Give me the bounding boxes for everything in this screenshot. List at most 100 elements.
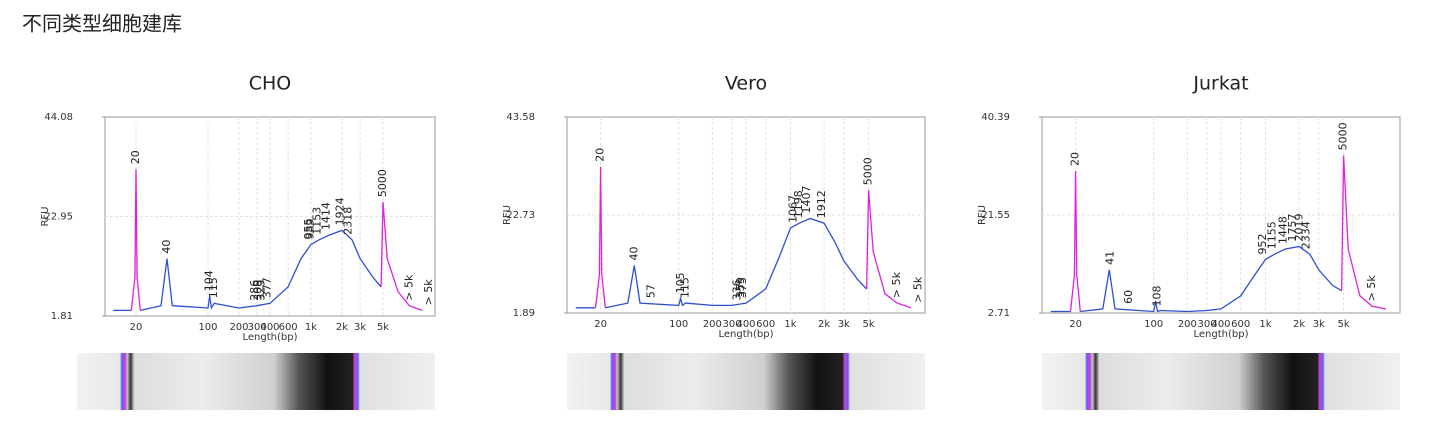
peak-label: 115	[207, 277, 220, 298]
gel-image	[1042, 353, 1400, 410]
x-tick-label: 300	[248, 322, 267, 333]
x-axis-label: Length(bp)	[719, 329, 774, 340]
chart-title: Vero	[725, 73, 767, 95]
peak-label: 1414	[320, 202, 333, 230]
peak-label: 2318	[342, 207, 355, 235]
peak-label: 1153	[310, 207, 323, 235]
x-tick-label: 400	[1211, 319, 1230, 330]
peak-label: 41	[1104, 251, 1117, 265]
peak-label: 108	[1151, 286, 1164, 307]
peak-label: 60	[1122, 290, 1135, 304]
trace-line	[1050, 245, 1342, 313]
x-tick-label: 2k	[1293, 319, 1305, 330]
x-tick-label: 100	[198, 322, 217, 333]
peak-label: 1198	[792, 190, 805, 218]
peak-label: > 5k	[890, 271, 903, 298]
peak-label: 1924	[333, 197, 346, 225]
x-tick-label: 200	[1178, 319, 1197, 330]
peak-label: 989	[304, 219, 317, 240]
trace-line	[575, 217, 868, 309]
x-tick-label: 20	[594, 319, 607, 330]
x-tick-label: 600	[1231, 319, 1250, 330]
x-tick-label: 400	[736, 319, 755, 330]
x-tick-label: 1k	[305, 322, 317, 333]
x-tick-label: 100	[1144, 319, 1163, 330]
x-tick-label: 5k	[1337, 319, 1349, 330]
y-tick-label: 22.73	[506, 210, 535, 221]
peak-label: 952	[1256, 234, 1269, 255]
x-axis-label: Length(bp)	[243, 332, 298, 343]
y-tick-label: 1.81	[51, 311, 73, 322]
peak-label: 1407	[800, 186, 813, 214]
y-axis-label: RFU	[502, 205, 513, 225]
peak-label: 1155	[1266, 221, 1279, 249]
peak-label: 1912	[815, 190, 828, 218]
gel-image	[567, 353, 925, 410]
peak-label: 20	[129, 150, 142, 164]
x-tick-label: 400	[260, 322, 279, 333]
x-tick-label: 3k	[354, 322, 366, 333]
trace-line	[594, 166, 912, 309]
peak-label: 1448	[1276, 216, 1289, 244]
page-title: 不同类型细胞建库	[22, 12, 182, 36]
y-tick-label: 40.39	[981, 112, 1010, 123]
x-tick-label: 2k	[818, 319, 830, 330]
peak-label: 105	[674, 272, 687, 293]
y-tick-label: 22.95	[44, 211, 73, 222]
x-tick-label: 1k	[784, 319, 796, 330]
peak-label: 2334	[1300, 221, 1313, 249]
x-tick-label: 200	[703, 319, 722, 330]
peak-label: 359	[734, 277, 747, 298]
x-tick-label: 1k	[1259, 319, 1271, 330]
peak-label: 377	[260, 277, 273, 298]
x-tick-label: 2k	[336, 322, 348, 333]
peak-label: 955	[302, 219, 315, 240]
x-tick-label: 200	[229, 322, 248, 333]
x-tick-label: 20	[130, 322, 143, 333]
peak-label: 375	[736, 277, 749, 298]
x-tick-label: 5k	[862, 319, 874, 330]
peak-label: 5000	[376, 169, 389, 197]
peak-label: 104	[203, 270, 216, 291]
x-tick-label: 5k	[377, 322, 389, 333]
peak-label: 5000	[862, 157, 875, 185]
peak-label: 336	[731, 279, 744, 300]
x-axis-label: Length(bp)	[1194, 329, 1249, 340]
x-tick-label: 20	[1069, 319, 1082, 330]
y-tick-label: 21.55	[981, 210, 1010, 221]
peak-label: 20	[1069, 152, 1082, 166]
peak-label: 1067	[787, 195, 800, 223]
chart-title: CHO	[249, 73, 292, 95]
peak-label: > 5k	[1365, 275, 1378, 302]
peak-label: 2019	[1293, 214, 1306, 242]
x-tick-label: 3k	[838, 319, 850, 330]
peak-label: 20	[594, 148, 607, 162]
trace-line	[1069, 155, 1387, 312]
y-axis-label: RFU	[40, 206, 51, 226]
x-tick-label: 300	[1197, 319, 1216, 330]
x-tick-label: 600	[756, 319, 775, 330]
peak-label: 115	[679, 277, 692, 298]
chart-title: Jurkat	[1192, 73, 1248, 95]
x-tick-label: 100	[669, 319, 688, 330]
gel-image	[77, 353, 435, 410]
y-tick-label: 2.71	[988, 308, 1010, 319]
peak-label: 40	[627, 247, 640, 261]
peak-label: 57	[645, 284, 658, 298]
peak-label: 329	[254, 280, 267, 301]
peak-label: 5000	[1337, 122, 1350, 150]
y-tick-label: 1.89	[513, 308, 535, 319]
trace-line	[113, 229, 382, 312]
y-axis-label: RFU	[977, 205, 988, 225]
trace-line	[130, 169, 423, 312]
x-tick-label: 600	[279, 322, 298, 333]
peak-label: 309	[252, 280, 265, 301]
peak-label: 40	[160, 240, 173, 254]
x-tick-label: 3k	[1313, 319, 1325, 330]
peak-label: > 5k	[402, 274, 415, 301]
y-tick-label: 44.08	[44, 112, 73, 123]
peak-label: 286	[248, 280, 261, 301]
peak-label: > 5k	[912, 276, 925, 303]
peak-label: 1757	[1286, 214, 1299, 242]
